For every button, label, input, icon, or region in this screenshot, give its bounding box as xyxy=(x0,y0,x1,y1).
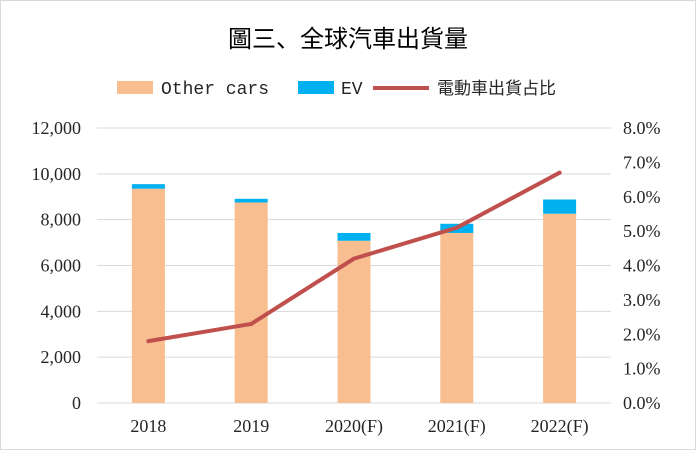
y-right-tick-label: 0.0% xyxy=(623,393,661,413)
bar-ev xyxy=(131,184,165,189)
chart-title: 圖三、全球汽車出貨量 xyxy=(228,25,468,53)
x-tick-label: 2019 xyxy=(233,416,269,436)
bar-other-cars xyxy=(131,188,165,403)
x-tick-label: 2021(F) xyxy=(428,416,486,437)
y-left-tick-label: 2,000 xyxy=(41,347,82,367)
legend: Other cars EV 電動車出貨占比 xyxy=(117,79,556,100)
axes: 0 2,000 4,000 6,000 8,000 10,000 12,000 0.0% 1.0… xyxy=(32,118,661,437)
y-left-tick-label: 10,000 xyxy=(32,164,82,184)
line-point-ev-share xyxy=(249,321,254,326)
y-left-tick-label: 0 xyxy=(72,393,81,413)
x-tick-label: 2020(F) xyxy=(325,416,383,437)
legend-swatch-ev xyxy=(298,81,334,94)
legend-label-other-cars: Other cars xyxy=(161,80,269,100)
bar-ev xyxy=(337,232,371,241)
legend-label-ev-share: 電動車出貨占比 xyxy=(437,79,556,99)
y-right-tick-label: 6.0% xyxy=(623,187,661,207)
bar-other-cars xyxy=(440,232,474,403)
bar-other-cars xyxy=(234,202,268,403)
line-point-ev-share xyxy=(454,225,459,230)
line-point-ev-share xyxy=(352,256,356,261)
y-left-tick-label: 12,000 xyxy=(32,118,82,138)
x-tick-label: 2022(F) xyxy=(531,416,589,437)
bar-ev xyxy=(234,198,268,203)
y-right-tick-label: 2.0% xyxy=(623,324,661,344)
bar-series xyxy=(131,184,577,403)
y-right-tick-label: 7.0% xyxy=(623,152,661,172)
x-tick-label: 2018 xyxy=(130,416,166,436)
y-left-tick-label: 8,000 xyxy=(41,210,82,230)
bar-ev xyxy=(543,199,577,214)
y-right-tick-label: 3.0% xyxy=(623,290,661,310)
y-right-tick-label: 1.0% xyxy=(623,359,661,379)
line-point-ev-share xyxy=(146,339,151,344)
line-series xyxy=(146,170,562,344)
legend-label-ev: EV xyxy=(341,80,363,100)
y-left-tick-label: 4,000 xyxy=(41,301,82,321)
line-point-ev-share xyxy=(557,170,562,175)
legend-swatch-other-cars xyxy=(117,81,153,94)
y-left-tick-label: 6,000 xyxy=(41,256,82,276)
y-right-tick-label: 8.0% xyxy=(623,118,661,138)
y-right-tick-label: 4.0% xyxy=(623,256,661,276)
bar-other-cars xyxy=(543,213,577,403)
y-right-tick-label: 5.0% xyxy=(623,221,661,241)
